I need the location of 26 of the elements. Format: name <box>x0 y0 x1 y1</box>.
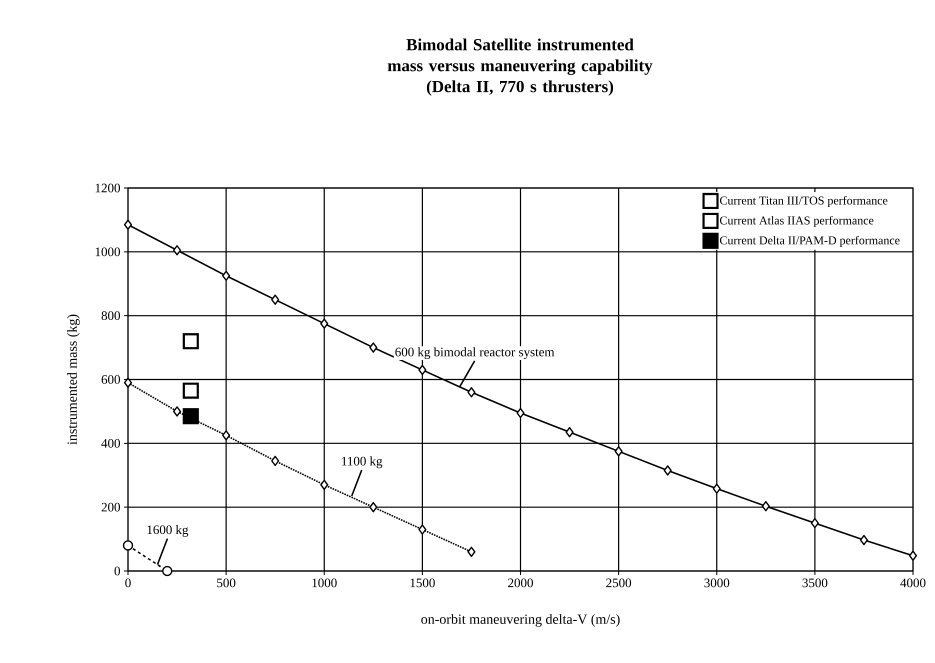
x-tick-label: 500 <box>217 578 236 588</box>
y-tick-label: 400 <box>101 438 120 448</box>
chart-title: Bimodal Satellite instrumented mass versus maneuvering capability <box>388 38 652 75</box>
x-tick-label: 4000 <box>900 578 926 588</box>
x-tick-label: 1500 <box>410 578 435 588</box>
y-tick-label: 200 <box>102 502 120 512</box>
annotation: 1100 kg <box>342 456 382 468</box>
annotation: 1600 kg <box>148 525 188 537</box>
legend-label: Current Atlas IIAS performance <box>720 216 874 227</box>
x-tick-label: 3500 <box>802 578 828 588</box>
y-axis-title: instrumented mass (kg) <box>67 314 80 445</box>
legend-label: Current Titan III/TOS performance <box>720 196 888 207</box>
x-axis-title: on-orbit maneuvering delta-V (m/s) <box>421 614 620 627</box>
y-tick-label: 1200 <box>96 184 120 192</box>
y-tick-label: 800 <box>102 311 120 320</box>
y-tick-label: 1000 <box>96 247 120 256</box>
x-tick-label: 0 <box>125 578 131 588</box>
x-tick-label: 1000 <box>312 578 337 588</box>
chart-subtitle: (Delta II, 770 s thrusters) <box>426 80 614 96</box>
y-tick-label: 600 <box>102 375 120 384</box>
annotation: 600 kg bimodal reactor system <box>395 347 554 360</box>
x-tick-label: 2000 <box>508 578 533 588</box>
y-tick-label: 0 <box>114 566 120 576</box>
x-tick-label: 3000 <box>704 578 730 588</box>
legend-label: Current Delta II/PAM-D performance <box>720 236 900 247</box>
x-tick-label: 2500 <box>606 578 632 588</box>
